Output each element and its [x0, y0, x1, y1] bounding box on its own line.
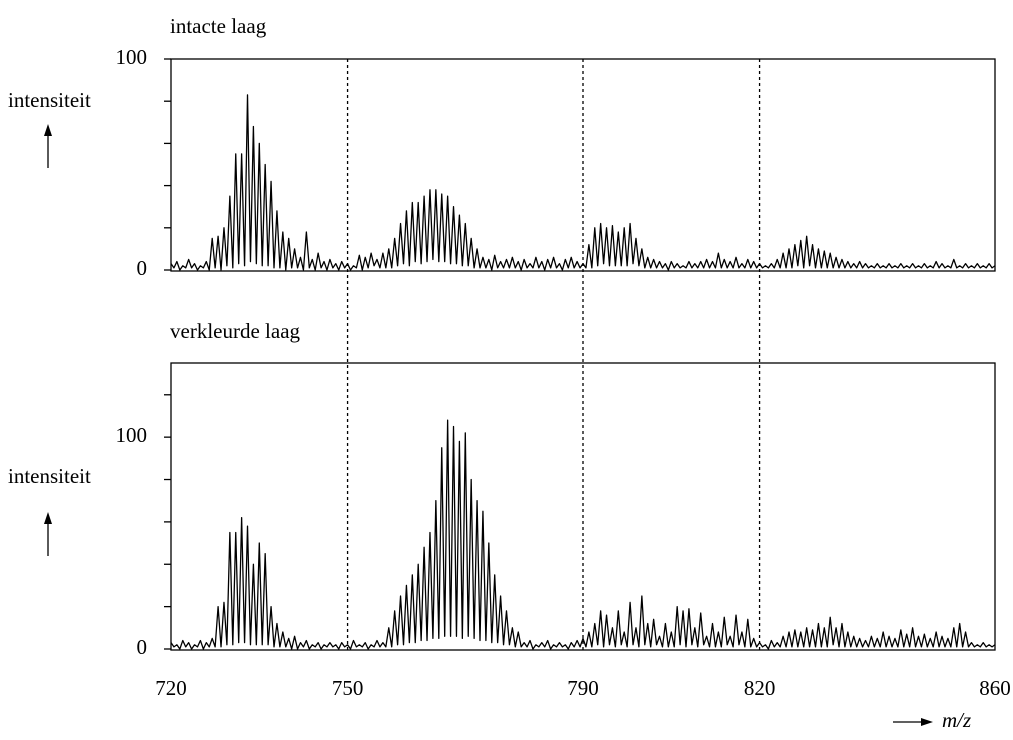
x-tick-label: 860: [979, 676, 1011, 700]
spectrum-line: [170, 419, 996, 650]
x-arrow: [893, 718, 933, 726]
x-tick-label: 750: [332, 676, 364, 700]
panel-title: intacte laag: [170, 14, 267, 38]
x-tick-label: 820: [744, 676, 776, 700]
y-arrow: [44, 124, 52, 556]
y-tick-label: 0: [137, 256, 148, 280]
x-tick-label: 790: [567, 676, 599, 700]
y-tick-label: 100: [116, 423, 148, 447]
y-axis-label: intensiteit: [8, 88, 91, 112]
y-tick-label: 100: [116, 45, 148, 69]
x-tick-label: 720: [155, 676, 187, 700]
y-axis-label: intensiteit: [8, 464, 91, 488]
x-axis-label: m/z: [942, 708, 971, 732]
y-tick-label: 0: [137, 635, 148, 659]
panel-title: verkleurde laag: [170, 319, 301, 343]
